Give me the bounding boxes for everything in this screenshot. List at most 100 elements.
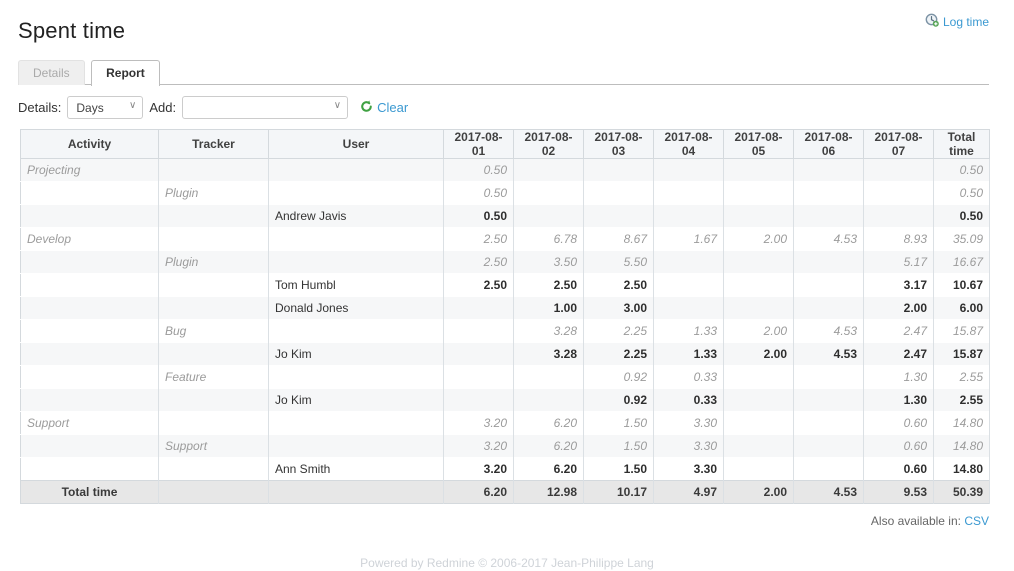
row-total-cell: 14.80 [933,411,990,435]
add-label: Add: [149,100,177,115]
day-value-cell: 3.30 [653,411,724,435]
table-row: Andrew Javis 0.50 0.50 [20,204,990,228]
user-cell: Tom Humbl [268,273,444,297]
row-total-cell: 0.50 [933,181,990,205]
day-value-cell: 10.17 [583,480,654,504]
day-value-cell: 1.50 [583,411,654,435]
day-value-cell [513,388,584,412]
table-row: Bug 3.28 2.25 1.33 2.00 4.53 2.47 15.87 [20,319,990,343]
day-value-cell [793,181,864,205]
day-value-cell [513,181,584,205]
row-total-cell: 10.67 [933,273,990,297]
clear-link[interactable]: Clear [377,100,409,115]
empty-cell [268,319,444,343]
day-value-cell [513,204,584,228]
day-value-cell: 6.20 [443,480,514,504]
day-value-cell: 3.50 [513,250,584,274]
csv-export-link[interactable]: CSV [964,514,989,528]
empty-cell [268,365,444,389]
day-value-cell: 3.30 [653,457,724,481]
day-value-cell: 3.17 [863,273,934,297]
tracker-cell: Bug [158,319,269,343]
col-header-total: Total time [933,129,990,159]
day-value-cell: 0.50 [443,204,514,228]
activity-cell: Projecting [20,158,159,182]
day-value-cell: 0.33 [653,365,724,389]
day-value-cell: 5.50 [583,250,654,274]
day-value-cell [653,204,724,228]
tab-report[interactable]: Report [91,60,160,86]
table-row: Tom Humbl 2.50 2.50 2.50 3.17 10.67 [20,273,990,297]
empty-cell [20,365,159,389]
empty-cell [20,273,159,297]
day-value-cell [793,411,864,435]
day-value-cell [653,158,724,182]
empty-cell [158,158,269,182]
col-header-user: User [268,129,444,159]
other-formats: Also available in: CSV [871,514,989,528]
empty-cell [20,204,159,228]
empty-cell [158,204,269,228]
day-value-cell: 2.50 [443,273,514,297]
day-value-cell: 4.53 [793,480,864,504]
day-value-cell: 6.20 [513,457,584,481]
table-row: Plugin 2.50 3.50 5.50 5.17 16.67 [20,250,990,274]
day-value-cell [513,158,584,182]
details-label: Details: [18,100,62,115]
day-value-cell [793,296,864,320]
day-value-cell: 1.67 [653,227,724,251]
log-time-link[interactable]: Log time [942,14,989,29]
day-value-cell: 1.50 [583,457,654,481]
day-value-cell: 0.50 [443,158,514,182]
table-header-row: Activity Tracker User 2017-08-01 2017-08… [20,129,990,159]
day-value-cell [793,388,864,412]
empty-cell [158,296,269,320]
row-total-cell: 14.80 [933,457,990,481]
table-row: Plugin 0.50 0.50 [20,181,990,205]
table-row: Support 3.20 6.20 1.50 3.30 0.60 14.80 [20,434,990,458]
row-total-cell: 14.80 [933,434,990,458]
day-value-cell [723,434,794,458]
day-value-cell [793,250,864,274]
day-value-cell [583,204,654,228]
user-cell: Ann Smith [268,457,444,481]
day-value-cell: 4.53 [793,227,864,251]
col-header-date: 2017-08-04 [653,129,724,159]
day-value-cell: 2.47 [863,319,934,343]
day-value-cell: 1.50 [583,434,654,458]
empty-cell [268,158,444,182]
row-total-cell: 6.00 [933,296,990,320]
row-total-cell: 2.55 [933,388,990,412]
day-value-cell: 3.00 [583,296,654,320]
day-value-cell: 4.97 [653,480,724,504]
day-value-cell: 2.47 [863,342,934,366]
day-value-cell: 0.60 [863,411,934,435]
day-value-cell: 3.20 [443,457,514,481]
day-value-cell: 8.67 [583,227,654,251]
day-value-cell: 1.33 [653,319,724,343]
empty-cell [158,227,269,251]
day-value-cell: 2.50 [443,250,514,274]
report-toolbar: Details: Days ∨ Add: ∨ Clear [18,96,408,119]
details-period-select[interactable]: Days [67,96,144,119]
day-value-cell: 6.20 [513,411,584,435]
table-row: Projecting 0.50 0.50 [20,158,990,182]
row-total-cell: 35.09 [933,227,990,251]
col-header-activity: Activity [20,129,159,159]
day-value-cell: 1.30 [863,365,934,389]
empty-cell [20,319,159,343]
add-criteria-select[interactable] [182,96,349,119]
day-value-cell [653,250,724,274]
day-value-cell: 0.33 [653,388,724,412]
tab-bar: Details Report [18,60,989,86]
day-value-cell [723,457,794,481]
tab-details[interactable]: Details [18,60,85,85]
table-row: Donald Jones 1.00 3.00 2.00 6.00 [20,296,990,320]
day-value-cell [443,342,514,366]
empty-cell [158,342,269,366]
day-value-cell: 3.20 [443,411,514,435]
reload-icon [360,100,373,116]
day-value-cell: 0.60 [863,457,934,481]
table-row: Jo Kim 0.92 0.33 1.30 2.55 [20,388,990,412]
